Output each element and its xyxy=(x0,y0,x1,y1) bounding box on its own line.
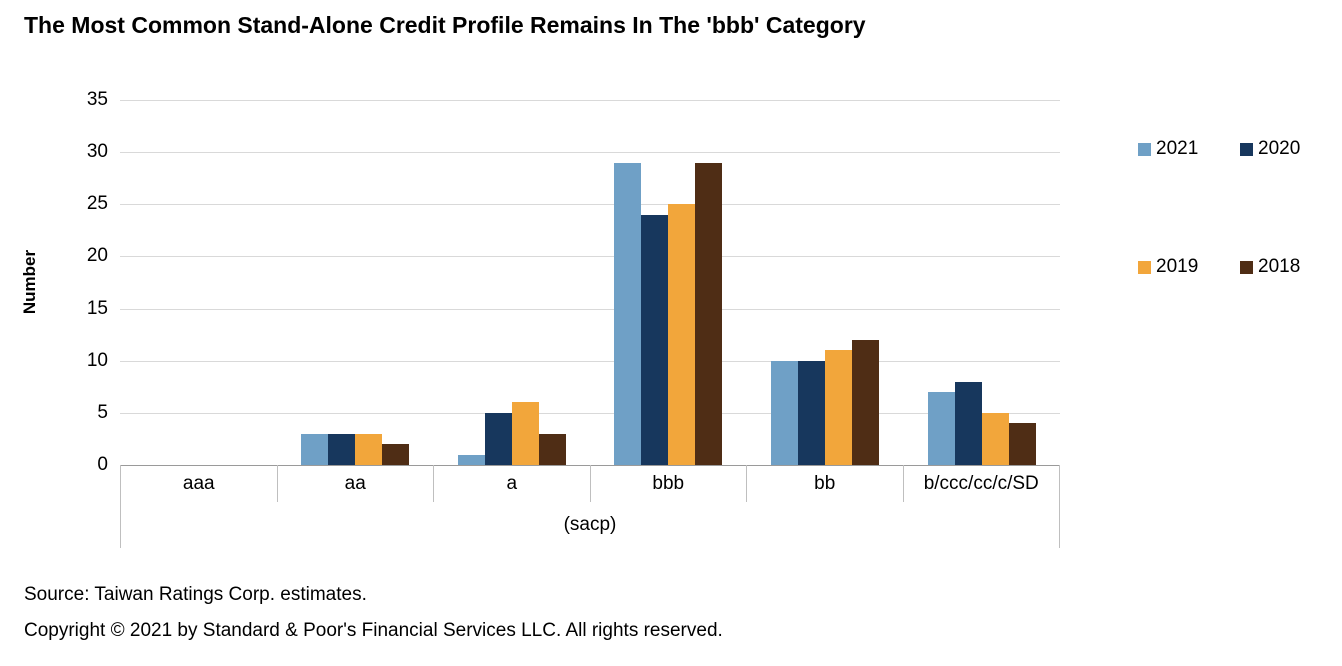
y-tick-label: 5 xyxy=(97,401,108,423)
bar-2019-aa xyxy=(355,434,382,465)
legend: 2021 2020 2019 2018 xyxy=(1138,138,1342,278)
legend-label: 2020 xyxy=(1258,138,1301,159)
gridline xyxy=(120,308,1060,310)
x-category-label-b/ccc/cc/c/SD: b/ccc/cc/c/SD xyxy=(923,472,1039,494)
bar-2019-b/ccc/cc/c/SD xyxy=(981,413,1009,465)
copyright-note: Copyright © 2021 by Standard & Poor's Fi… xyxy=(24,620,723,641)
legend-label: 2018 xyxy=(1258,256,1301,277)
bar-2021-b/ccc/cc/c/SD xyxy=(927,392,955,465)
bar-2020-a xyxy=(484,413,512,465)
bar-2020-aa xyxy=(328,434,355,465)
bar-2021-a xyxy=(457,455,485,465)
chart-title: The Most Common Stand-Alone Credit Profi… xyxy=(24,12,866,38)
bar-group-a xyxy=(433,100,590,465)
bar-2019-bb xyxy=(825,350,853,465)
gridline xyxy=(120,412,1060,414)
legend-item-2019: 2019 xyxy=(1138,256,1240,278)
bar-2020-bbb xyxy=(641,215,669,465)
x-category-label-a: a xyxy=(434,465,591,502)
legend-swatch-icon xyxy=(1240,260,1253,274)
x-category-label-bbb: bbb xyxy=(591,465,747,502)
legend-swatch-icon xyxy=(1138,260,1151,274)
legend-item-2020: 2020 xyxy=(1240,138,1342,160)
y-tick-label: 10 xyxy=(86,349,108,371)
gridline xyxy=(120,256,1060,258)
x-category-label-aaa: aaa xyxy=(121,465,278,502)
legend-swatch-icon xyxy=(1240,142,1253,156)
legend-swatch-icon xyxy=(1138,142,1151,156)
gridline xyxy=(120,152,1060,154)
bars-layer xyxy=(120,100,1060,465)
y-tick-label: 15 xyxy=(86,297,108,319)
y-tick-label: 20 xyxy=(86,245,108,267)
source-note: Source: Taiwan Ratings Corp. estimates. xyxy=(24,584,367,605)
bar-2021-aa xyxy=(301,434,328,465)
bar-2019-bbb xyxy=(668,204,696,465)
x-category-label-aa: aa xyxy=(278,465,434,502)
plot-area xyxy=(120,100,1060,466)
x-category-label-bb: bb xyxy=(747,465,904,502)
bar-2020-bb xyxy=(798,361,826,465)
x-axis: aaa aa a bbb bb b/ccc/cc/c/SD (sacp) xyxy=(120,465,1060,548)
bar-2021-bbb xyxy=(614,163,642,465)
legend-item-2018: 2018 xyxy=(1240,256,1342,278)
bar-group-aa xyxy=(277,100,434,465)
bar-group-aaa xyxy=(120,100,277,465)
gridline xyxy=(120,100,1060,101)
bar-2019-a xyxy=(511,402,539,465)
bar-group-bbb xyxy=(590,100,747,465)
bar-2021-bb xyxy=(771,361,799,465)
bar-2018-bb xyxy=(852,340,880,465)
legend-label: 2019 xyxy=(1156,256,1199,277)
bar-2020-b/ccc/cc/c/SD xyxy=(954,382,982,465)
legend-label: 2021 xyxy=(1156,138,1199,159)
gridline xyxy=(120,360,1060,362)
gridline xyxy=(120,204,1060,206)
x-axis-title: (sacp) xyxy=(563,514,617,535)
bar-2018-aa xyxy=(382,444,409,465)
y-tick-label: 25 xyxy=(86,193,108,215)
y-tick-label: 0 xyxy=(97,454,108,475)
y-tick-label: 35 xyxy=(86,89,108,110)
bar-2018-a xyxy=(538,434,566,465)
legend-item-2021: 2021 xyxy=(1138,138,1240,160)
bar-2018-b/ccc/cc/c/SD xyxy=(1008,423,1036,465)
y-axis: 0 5 10 15 20 25 30 35 xyxy=(0,89,108,475)
bar-group-bb xyxy=(747,100,904,465)
x-category-row: aaa aa a bbb bb b/ccc/cc/c/SD xyxy=(121,465,1059,502)
bar-2018-bbb xyxy=(695,163,723,465)
y-tick-label: 30 xyxy=(86,141,108,163)
bar-group-b/ccc/cc/c/SD xyxy=(903,100,1060,465)
